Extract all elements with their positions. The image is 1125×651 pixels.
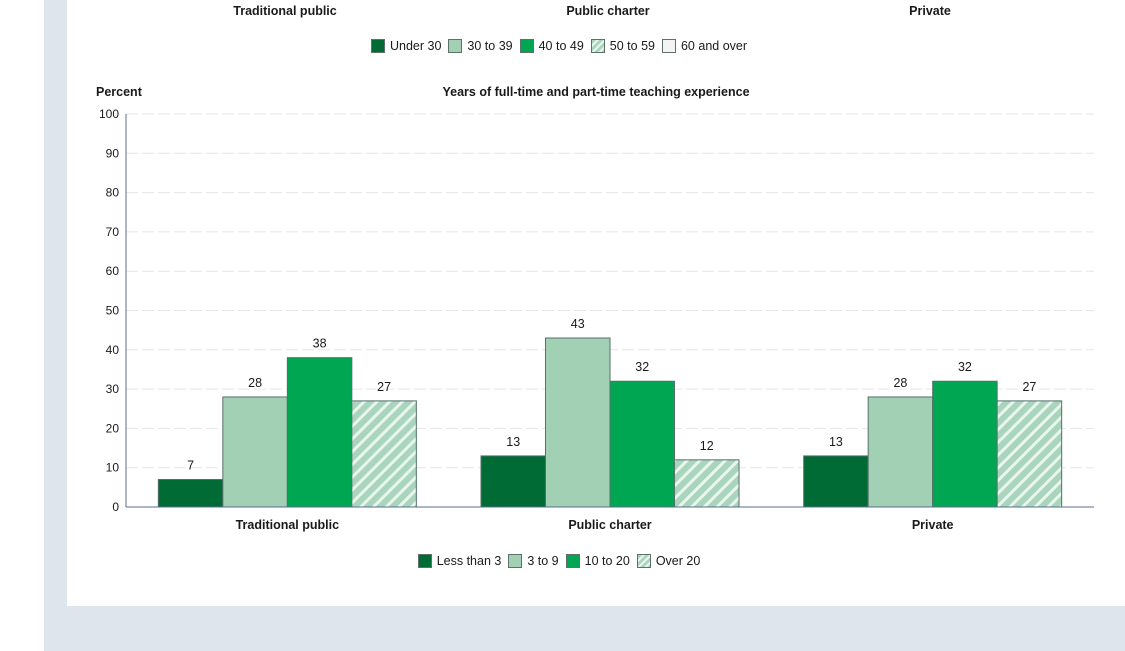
- data-label: 28: [893, 376, 907, 390]
- bar-over-20: [997, 401, 1062, 507]
- bar-less-than-3: [804, 456, 869, 507]
- y-tick-label: 80: [106, 186, 120, 200]
- bar-10-to-20: [933, 381, 998, 507]
- data-label: 38: [313, 337, 327, 351]
- chart-title: Years of full-time and part-time teachin…: [442, 85, 749, 99]
- x-category-label: Traditional public: [236, 518, 340, 532]
- data-label: 27: [377, 380, 391, 394]
- y-tick-label: 50: [106, 304, 120, 318]
- y-tick-label: 10: [106, 461, 120, 475]
- bar-less-than-3: [158, 479, 223, 507]
- bars-layer: 7 28 38 27 13 43 32 12 13 28 32 27: [158, 317, 1061, 507]
- legend-item-less-than-3: Less than 3: [418, 554, 502, 568]
- y-tick-label: 70: [106, 225, 120, 239]
- data-label: 13: [829, 435, 843, 449]
- data-label: 32: [635, 360, 649, 374]
- y-tick-label: 60: [106, 264, 120, 278]
- data-label: 7: [187, 458, 194, 472]
- legend-item-3-to-9: 3 to 9: [508, 554, 558, 568]
- legend-swatch: [418, 554, 432, 568]
- data-label: 13: [506, 435, 520, 449]
- y-tick-label: 20: [106, 421, 120, 435]
- x-category-label: Private: [912, 518, 954, 532]
- y-axis-label: Percent: [96, 85, 143, 99]
- y-tick-label: 100: [99, 107, 119, 121]
- bar-3-to-9: [868, 397, 933, 507]
- legend-swatch: [508, 554, 522, 568]
- legend-swatch: [637, 554, 651, 568]
- data-label: 43: [571, 317, 585, 331]
- y-tick-label: 0: [112, 500, 119, 514]
- legend-item-10-to-20: 10 to 20: [566, 554, 630, 568]
- bar-10-to-20: [610, 381, 675, 507]
- legend-item-over-20: Over 20: [637, 554, 700, 568]
- data-label: 12: [700, 439, 714, 453]
- legend-swatch: [566, 554, 580, 568]
- bar-10-to-20: [287, 358, 352, 507]
- x-category-label: Public charter: [568, 518, 651, 532]
- bar-less-than-3: [481, 456, 546, 507]
- y-tick-label: 40: [106, 343, 120, 357]
- bar-over-20: [675, 460, 740, 507]
- legend-label: 10 to 20: [585, 554, 630, 568]
- y-tick-label: 90: [106, 146, 120, 160]
- legend-label: 3 to 9: [527, 554, 558, 568]
- bar-3-to-9: [223, 397, 287, 507]
- data-label: 32: [958, 360, 972, 374]
- y-tick-label: 30: [106, 382, 120, 396]
- bar-3-to-9: [546, 338, 611, 507]
- bar-over-20: [352, 401, 417, 507]
- experience-legend: Less than 3 3 to 9 10 to 20 Over 20: [0, 554, 1125, 568]
- legend-label: Over 20: [656, 554, 700, 568]
- legend-label: Less than 3: [437, 554, 502, 568]
- data-label: 27: [1022, 380, 1036, 394]
- data-label: 28: [248, 376, 262, 390]
